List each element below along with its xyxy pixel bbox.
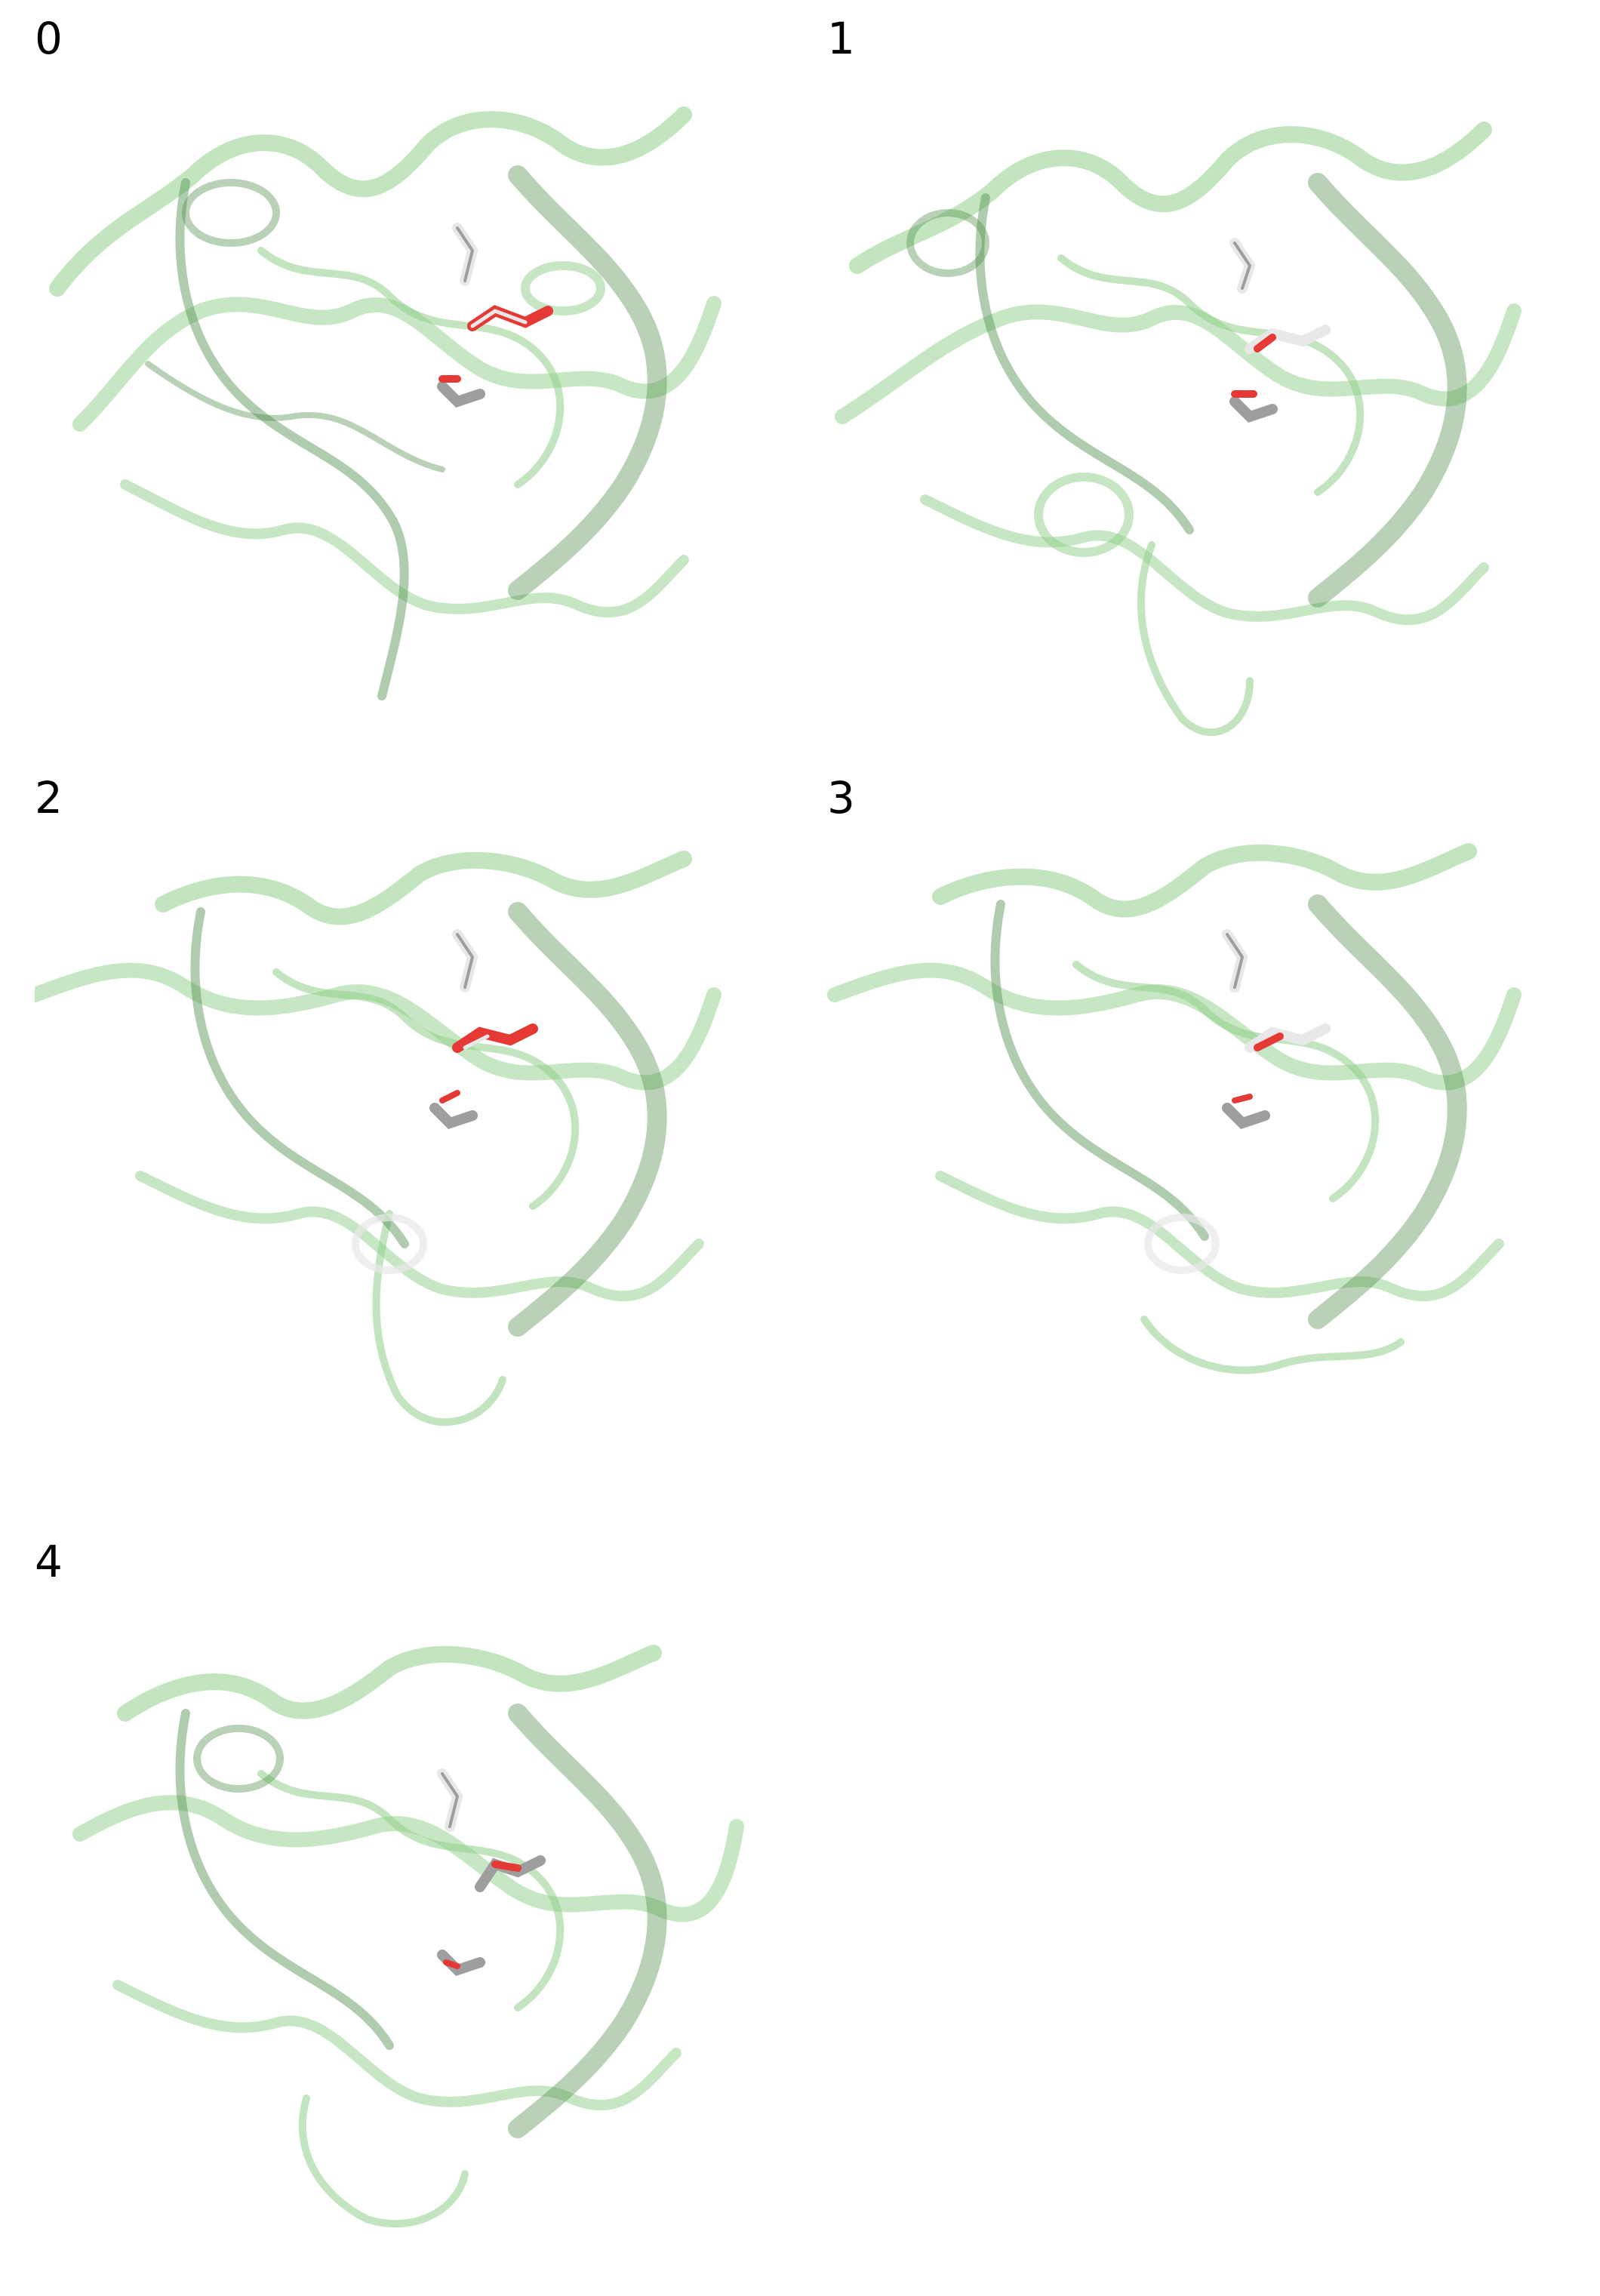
- structure-panel-1: 1: [827, 17, 1582, 741]
- panel-label-4: 4: [35, 1536, 63, 1587]
- structure-panel-3: 3: [827, 776, 1582, 1500]
- panel-label-1: 1: [827, 13, 855, 64]
- panel-label-3: 3: [827, 772, 855, 823]
- protein-render-4: [72, 1645, 744, 2228]
- protein-render-0: [49, 106, 722, 700]
- protein-render-1: [835, 122, 1522, 737]
- protein-render-3: [827, 843, 1522, 1374]
- structure-panel-4: 4: [35, 1540, 789, 2264]
- structure-panel-2: 2: [35, 776, 789, 1500]
- panel-label-2: 2: [35, 772, 63, 823]
- panel-label-0: 0: [35, 13, 63, 64]
- structure-panel-0: 0: [35, 17, 789, 741]
- protein-render-2: [35, 851, 722, 1427]
